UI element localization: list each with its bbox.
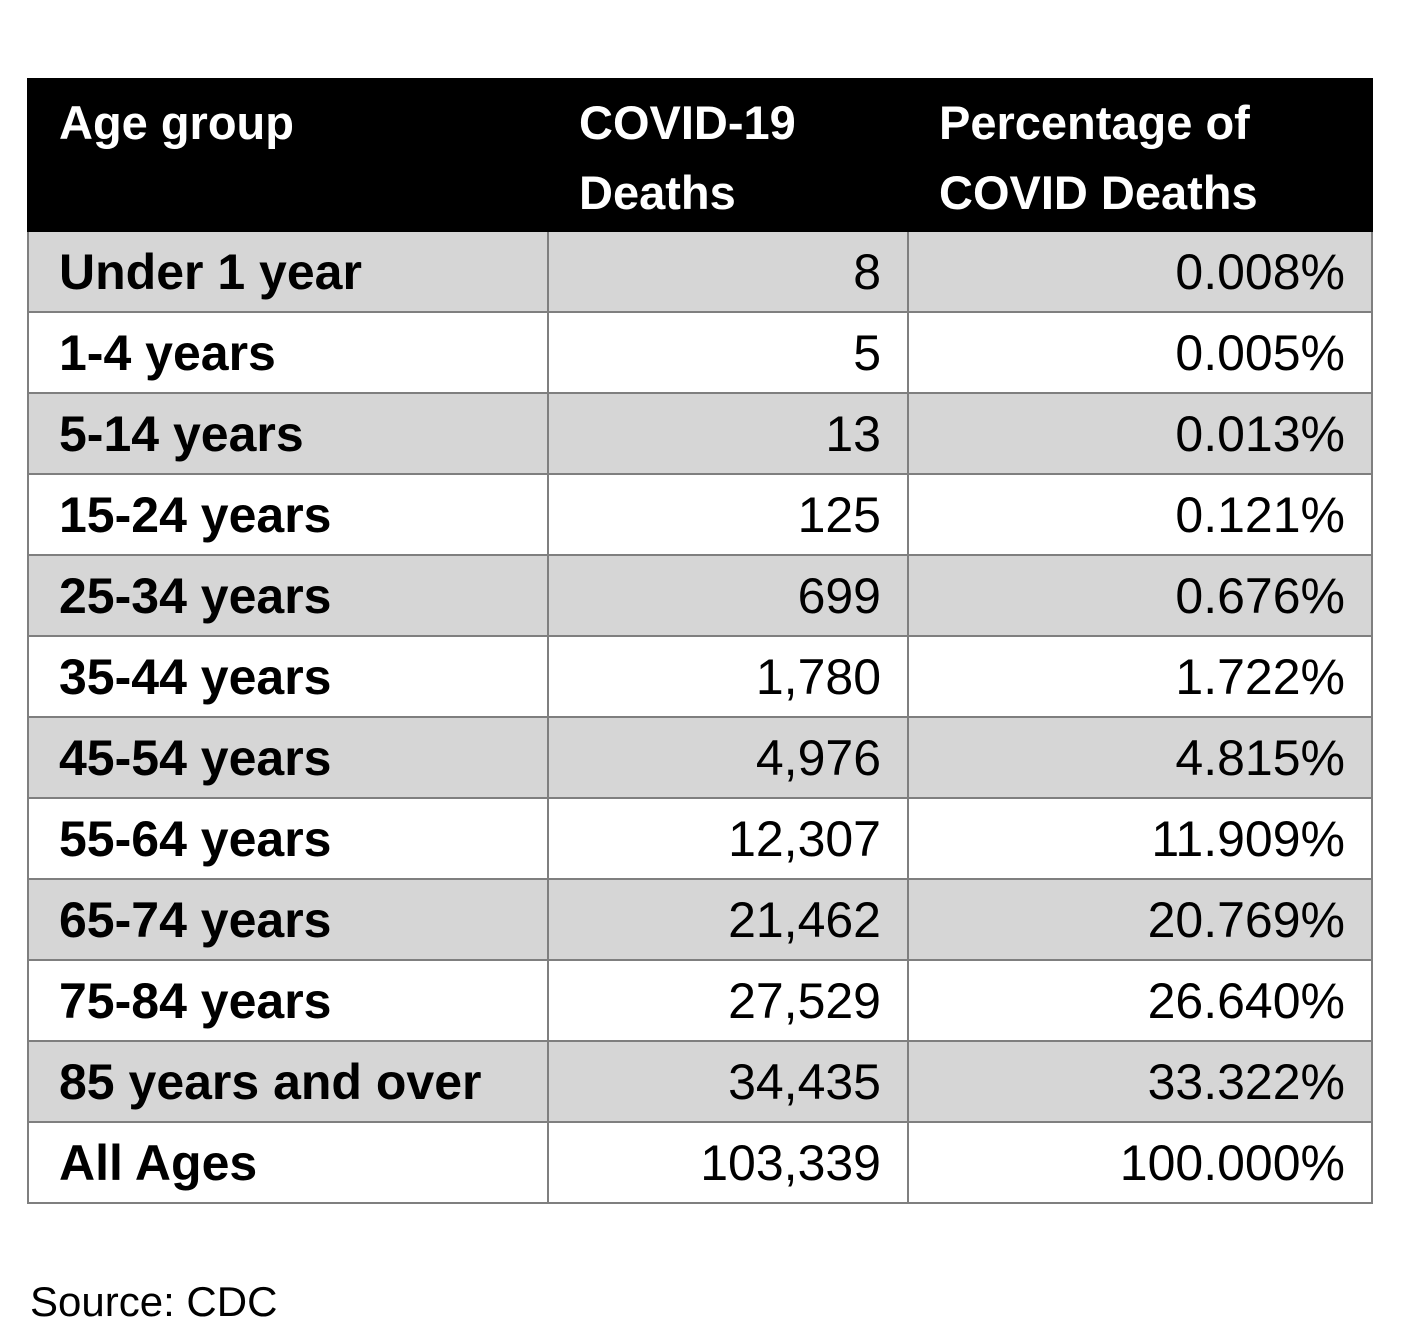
- header-covid-deaths-line-1: COVID-19: [579, 96, 796, 149]
- percentage-cell: 11.909%: [907, 797, 1373, 880]
- covid-deaths-table: Age group COVID-19 Deaths Percentage of …: [27, 78, 1373, 1204]
- table-header: Age group COVID-19 Deaths Percentage of …: [27, 78, 1373, 232]
- age-group-cell: 25-34 years: [27, 554, 549, 637]
- percentage-cell: 20.769%: [907, 878, 1373, 961]
- age-group-cell: All Ages: [27, 1121, 549, 1204]
- table-row: 35-44 years 1,780 1.722%: [27, 635, 1373, 718]
- table-row: 85 years and over 34,435 33.322%: [27, 1040, 1373, 1123]
- age-group-cell: 5-14 years: [27, 392, 549, 475]
- header-percentage-line-2: COVID Deaths: [939, 166, 1258, 219]
- percentage-cell: 1.722%: [907, 635, 1373, 718]
- header-age-group-line-1: Age group: [59, 96, 294, 149]
- deaths-cell: 125: [547, 473, 909, 556]
- table-row: 25-34 years 699 0.676%: [27, 554, 1373, 637]
- table-row: Under 1 year 8 0.008%: [27, 230, 1373, 313]
- percentage-cell: 26.640%: [907, 959, 1373, 1042]
- header-age-group: Age group: [27, 78, 549, 232]
- table-row: 1-4 years 5 0.005%: [27, 311, 1373, 394]
- age-group-cell: 85 years and over: [27, 1040, 549, 1123]
- table-row: 75-84 years 27,529 26.640%: [27, 959, 1373, 1042]
- age-group-cell: Under 1 year: [27, 230, 549, 313]
- deaths-cell: 13: [547, 392, 909, 475]
- table-row: 55-64 years 12,307 11.909%: [27, 797, 1373, 880]
- header-row: Age group COVID-19 Deaths Percentage of …: [27, 78, 1373, 232]
- percentage-cell: 0.005%: [907, 311, 1373, 394]
- age-group-cell: 45-54 years: [27, 716, 549, 799]
- percentage-cell: 0.121%: [907, 473, 1373, 556]
- header-percentage: Percentage of COVID Deaths: [907, 78, 1373, 232]
- table-row-total: All Ages 103,339 100.000%: [27, 1121, 1373, 1204]
- source-note: Source: CDC: [30, 1278, 278, 1325]
- table-row: 5-14 years 13 0.013%: [27, 392, 1373, 475]
- table-row: 45-54 years 4,976 4.815%: [27, 716, 1373, 799]
- percentage-cell: 0.676%: [907, 554, 1373, 637]
- deaths-cell: 1,780: [547, 635, 909, 718]
- percentage-cell: 100.000%: [907, 1121, 1373, 1204]
- deaths-cell: 27,529: [547, 959, 909, 1042]
- deaths-cell: 4,976: [547, 716, 909, 799]
- percentage-cell: 4.815%: [907, 716, 1373, 799]
- header-covid-deaths: COVID-19 Deaths: [547, 78, 909, 232]
- age-group-cell: 35-44 years: [27, 635, 549, 718]
- age-group-cell: 75-84 years: [27, 959, 549, 1042]
- age-group-cell: 1-4 years: [27, 311, 549, 394]
- header-covid-deaths-line-2: Deaths: [579, 166, 736, 219]
- percentage-cell: 33.322%: [907, 1040, 1373, 1123]
- table-body: Under 1 year 8 0.008% 1-4 years 5 0.005%…: [27, 230, 1373, 1204]
- table-row: 65-74 years 21,462 20.769%: [27, 878, 1373, 961]
- deaths-cell: 34,435: [547, 1040, 909, 1123]
- deaths-cell: 12,307: [547, 797, 909, 880]
- age-group-cell: 15-24 years: [27, 473, 549, 556]
- age-group-cell: 65-74 years: [27, 878, 549, 961]
- table-row: 15-24 years 125 0.121%: [27, 473, 1373, 556]
- age-group-cell: 55-64 years: [27, 797, 549, 880]
- deaths-cell: 8: [547, 230, 909, 313]
- percentage-cell: 0.008%: [907, 230, 1373, 313]
- deaths-cell: 5: [547, 311, 909, 394]
- header-percentage-line-1: Percentage of: [939, 96, 1250, 149]
- deaths-cell: 103,339: [547, 1121, 909, 1204]
- deaths-cell: 21,462: [547, 878, 909, 961]
- deaths-cell: 699: [547, 554, 909, 637]
- percentage-cell: 0.013%: [907, 392, 1373, 475]
